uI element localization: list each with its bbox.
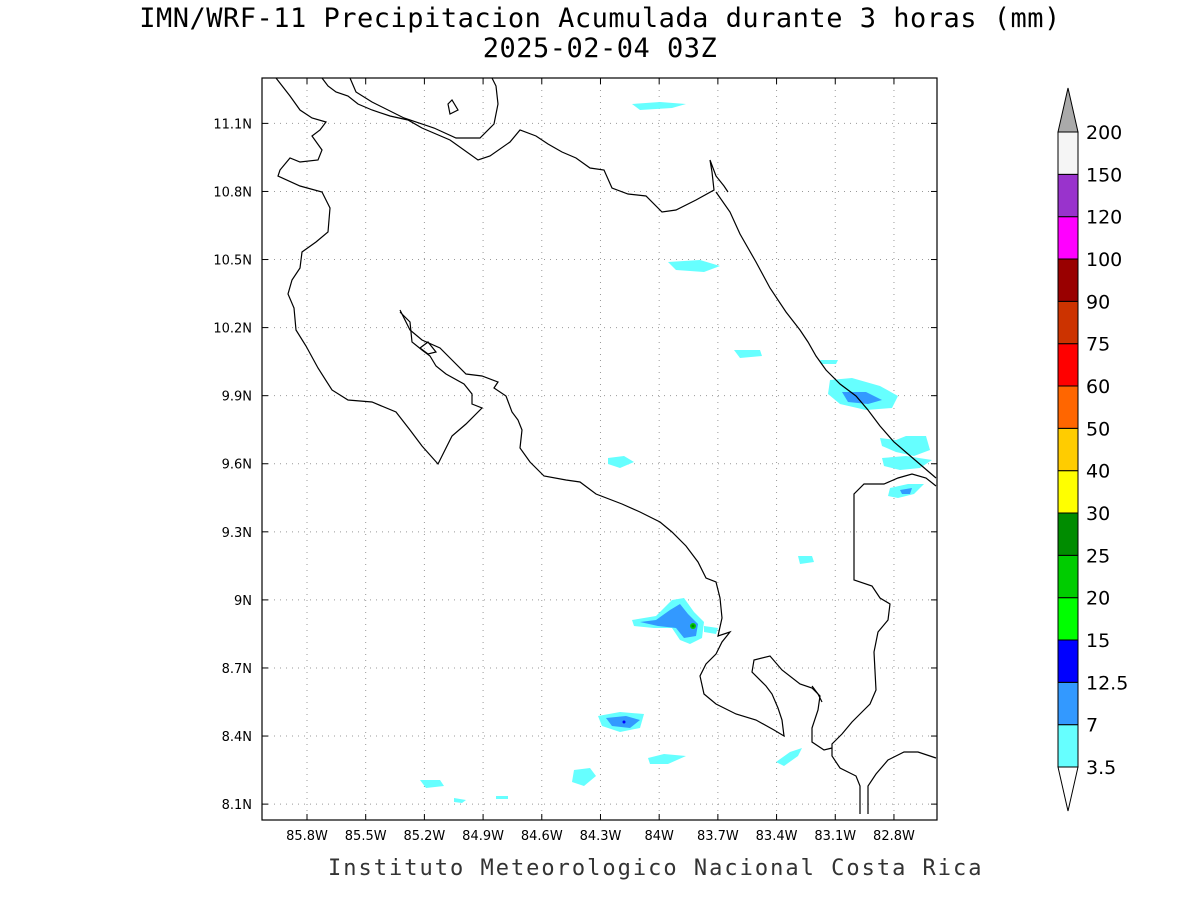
colorbar-swatch [1057,724,1079,768]
lat-tick-label: 10.2N [213,322,252,337]
colorbar-over-arrow [1057,87,1079,133]
lon-tick-label: 84.9W [462,829,504,844]
credit-text: Instituto Meteorologico Nacional Costa R… [328,856,984,881]
colorbar-label: 3.5 [1086,757,1116,779]
colorbar-label: 75 [1086,334,1110,356]
colorbar-label: 100 [1086,249,1122,271]
lon-tick-label: 84.3W [580,829,622,844]
precipitation-contours [420,102,932,803]
costa-rica-caribbean-coast [715,191,937,479]
colorbar-label: 12.5 [1086,672,1128,694]
colorbar-swatch [1057,343,1079,387]
lat-tick-label: 8.4N [222,730,252,745]
lat-tick-label: 10.5N [213,254,252,269]
colorbar-label: 50 [1086,418,1110,440]
lat-lon-grid [262,78,937,820]
colorbar-swatch [1057,385,1079,429]
colorbar-label: 15 [1086,630,1110,652]
costa-rica-pacific-coast [399,309,833,751]
lat-tick-label: 9.3N [222,526,252,541]
lake-island [447,99,459,115]
latitude-ticks: 8.1N 8.4N 8.7N 9N 9.3N 9.6N 9.9N 10.2N 10.5N 10.8… [213,117,937,813]
nicaragua-lake-north [349,77,499,139]
colorbar-swatch [1057,216,1079,260]
precip-area [632,102,686,110]
precip-area [776,748,802,766]
lon-tick-label: 85.2W [403,829,445,844]
lat-tick-label: 9.6N [222,458,252,473]
lon-tick-label: 84W [644,829,674,844]
colorbar-label: 90 [1086,291,1110,313]
lat-tick-label: 11.1N [213,117,252,132]
precip-area [648,754,686,764]
colorbar-swatch [1057,681,1079,726]
nicoya-island [419,341,438,355]
lake-nicaragua-shore [321,77,729,213]
lon-tick-label: 84.6W [521,829,563,844]
precip-area [704,626,718,634]
precip-area [668,260,720,272]
coastline-borders [275,77,937,814]
colorbar-label: 20 [1086,588,1110,610]
precip-area [798,556,814,564]
colorbar-label: 60 [1086,376,1110,398]
precip-peak-core [691,624,695,628]
precip-area [420,780,444,788]
colorbar-swatch [1057,131,1079,175]
chart-subtitle: 2025-02-04 03Z [482,33,718,64]
colorbar-swatch [1057,300,1079,345]
lon-tick-label: 82.8W [873,829,915,844]
colorbar-under-arrow [1057,766,1079,812]
precip-area [496,796,508,799]
colorbar-label: 120 [1086,207,1122,229]
colorbar-swatch [1057,173,1079,218]
lon-tick-label: 83.1W [814,829,856,844]
precip-area [882,456,932,470]
precip-area [454,798,466,803]
colorbar-swatch [1057,512,1079,556]
panama-coast [867,751,937,814]
colorbar-label: 150 [1086,164,1122,186]
colorbar-swatch [1057,597,1079,641]
colorbar-swatch [1057,427,1079,472]
lat-tick-label: 10.8N [213,185,252,200]
longitude-ticks: 85.8W 85.5W 85.2W 84.9W 84.6W 84.3W 84W 83.7W 83… [286,78,915,844]
lon-tick-label: 83.7W [697,829,739,844]
colorbar-swatch [1057,258,1079,302]
colorbar-swatch [1057,554,1079,599]
colorbar-label: 30 [1086,503,1110,525]
chart-title: IMN/WRF-11 Precipitacion Acumulada duran… [139,3,1061,34]
precip-peak [622,720,626,724]
lat-tick-label: 8.7N [222,662,252,677]
lat-tick-label: 9N [234,594,252,609]
map-frame [261,77,938,821]
precip-area [734,350,762,358]
colorbar-label: 40 [1086,461,1110,483]
precip-area [820,360,838,364]
panama-border [831,473,937,814]
lon-tick-label: 83.4W [756,829,798,844]
precip-area [842,392,882,404]
colorbar-label: 200 [1086,122,1122,144]
colorbar-label: 7 [1086,715,1098,737]
colorbar-swatch [1057,470,1079,514]
lon-tick-label: 85.5W [345,829,387,844]
precip-area [572,768,596,786]
lat-tick-label: 9.9N [222,390,252,405]
colorbar-swatch [1057,639,1079,683]
nicaragua-pacific-coast [275,77,484,466]
peninsula-burica [811,685,823,703]
lat-tick-label: 8.1N [222,798,252,813]
precip-area [900,488,912,494]
precip-area [640,604,698,638]
colorbar-label: 25 [1086,545,1110,567]
lon-tick-label: 85.8W [286,829,328,844]
precip-area [608,456,634,468]
